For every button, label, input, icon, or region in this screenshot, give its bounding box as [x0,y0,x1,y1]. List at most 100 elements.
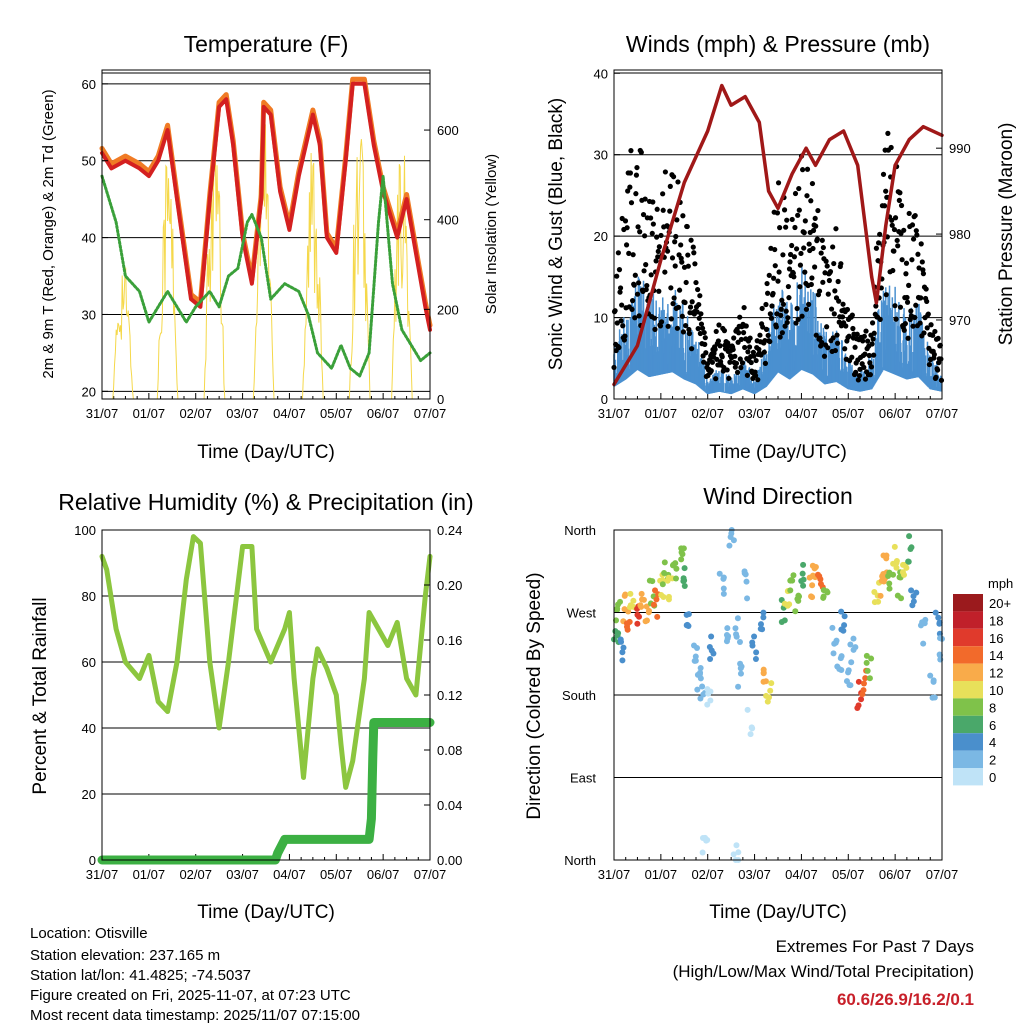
wind-gust-point [636,280,642,286]
wind-gust-point [779,330,785,336]
wind-gust-point [774,210,781,216]
wind-gust-point [928,322,934,328]
humidity-panel: 31/07 01/07 02/07 03/07 04/07 05/07 06/07 07/07… [74,523,462,882]
wind-direction-point [868,655,875,662]
wind-direction-point [910,593,917,600]
wind-gust-point [777,334,783,340]
wind-gust-point [653,258,659,264]
wind-gust-point [627,184,633,190]
wind-gust-point [736,330,742,336]
winds-title: Winds (mph) & Pressure (mb) [626,31,930,57]
wind-direction-point [660,593,667,600]
humidity-ylabel: Percent & Total Rainfall [30,597,51,794]
wind-gust-point [844,306,851,313]
wind-gust-point [616,267,623,273]
y-tick-label: 980 [949,227,971,242]
wind-direction-point [735,683,742,690]
legend-swatch [953,768,983,786]
wind-gust-point [643,262,649,268]
wind-gust-point [867,360,873,366]
wind-direction-point [930,678,937,685]
wind-gust-point [654,234,660,240]
wind-gust-point [643,286,649,293]
wind-gust-point [655,248,661,254]
wind-gust-point [717,343,723,349]
wind-direction-point [838,626,845,633]
wind-direction-point [896,574,903,581]
y-tick-label: 80 [82,589,96,604]
wind-gust-point [909,222,916,228]
legend-title: mph [988,576,1013,591]
wind-gust-point [667,183,673,189]
wind-gust-point [802,269,808,275]
wind-gust-point [622,218,629,224]
wind-gust-point [797,262,804,268]
wind-gust-point [810,227,817,234]
legend-label: 14 [989,648,1003,663]
plot-border [101,529,431,861]
wind-gust-point [796,207,802,213]
extremes-subtitle: (High/Low/Max Wind/Total Precipitation) [673,962,974,981]
wind-gust-point [702,335,708,341]
wind-gust-point [775,180,782,186]
wind-gust-point [912,212,918,219]
wind-gust-point [825,291,831,297]
wind-direction-point [699,849,706,856]
x-tick-label: 06/07 [367,867,400,882]
wind-direction-point [848,659,855,666]
wind-direction-point [909,602,916,609]
wind-direction-point [720,574,727,581]
wind-gust-point [732,353,738,359]
y-tick-label: 0.24 [437,523,462,538]
wind-gust-point [617,289,623,295]
wind-gust-point [695,326,701,332]
legend-swatch [953,628,983,647]
x-tick-label: 03/07 [738,406,771,421]
wind-direction-point [890,571,897,578]
wind-direction-point [847,682,854,689]
wind-gust-point [648,272,654,278]
wind-direction-point [886,580,893,587]
wind-gust-point [895,243,901,249]
wind-direction-point [697,669,704,676]
wind-gust-point [612,308,618,314]
wind-direction-point [906,533,913,540]
wind-gust-point [761,349,767,355]
y-tick-label: 0.00 [437,853,462,868]
y-tick-label: 0 [601,392,608,407]
wind-gust-point [773,324,779,330]
wind-gust-point [810,245,816,252]
wind-gust-point [861,333,867,339]
wind-direction-point [744,706,751,713]
wind-gust-point [806,241,812,247]
wind-direction-point [858,696,865,703]
wind-direction-point [863,659,870,666]
wind-direction-point [863,652,870,659]
station-info: Location: Otisville Station elevation: 2… [30,925,360,1024]
wind-direction-point [760,666,767,673]
wind-direction-point [697,664,704,671]
y-tick-label: 20 [82,384,96,399]
wind-gust-point [680,329,687,335]
y-tick-label: 200 [437,302,459,317]
wind-gust-point [783,224,789,230]
wind-gust-point [862,376,869,382]
wind-gust-point [658,319,665,325]
extremes-title: Extremes For Past 7 Days [776,937,974,956]
wind-direction-point [726,542,733,549]
wind-gust-point [915,251,921,257]
wind-gust-point [785,283,791,290]
wind-direction-point [893,564,900,571]
wind-gust-point [753,357,759,364]
legend-swatch [953,733,983,751]
wind-gust-point [687,304,694,310]
wind-gust-point [757,332,763,338]
wind-gust-point [813,332,819,338]
wind-direction-point [730,851,737,858]
wind-direction-point [741,570,748,577]
wind-direction-point [817,576,824,583]
wind-direction-point [707,656,714,663]
wind-gust-point [671,295,677,301]
wind-gust-point [910,323,916,329]
x-tick-label: 01/07 [133,406,166,421]
